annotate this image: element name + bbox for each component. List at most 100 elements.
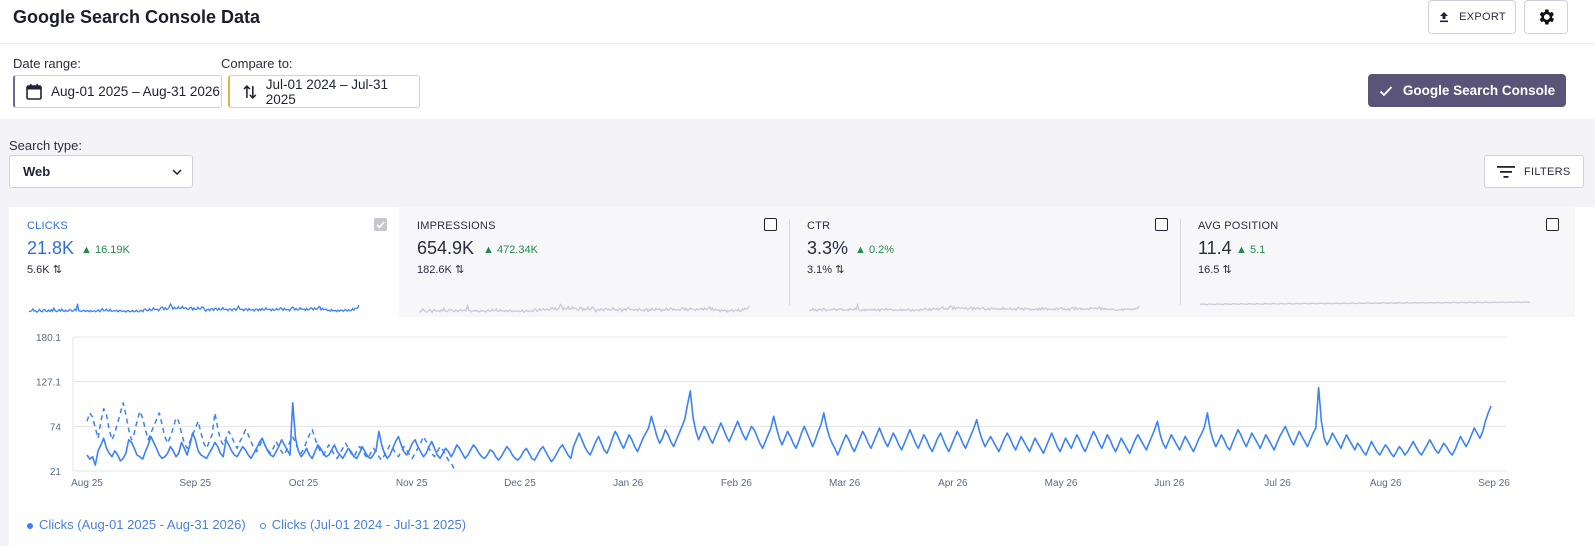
sparkline-clicks [28,302,360,314]
x-tick-label: Jul 26 [1264,478,1291,489]
compare-value: Jul-01 2024 – Jul-31 2025 [265,76,389,107]
metric-delta: ▲ 16.19K [81,244,130,256]
metric-previous-value: 16.5 [1198,264,1220,276]
calendar-icon [26,83,42,100]
metric-value: 654.9K [417,238,475,258]
top-bar: Google Search Console Data EXPORT [0,0,1595,44]
settings-button[interactable] [1524,0,1568,34]
metric-checkbox[interactable] [1546,218,1559,231]
series-line-current [86,386,1492,466]
metric-previous-value: 3.1% [807,264,833,276]
metrics-panel: CLICKS 21.8K ▲ 16.19K 5.6K ⇅ IMPRESSIONS… [9,207,1595,546]
metric-card-clicks[interactable]: CLICKS 21.8K ▲ 16.19K 5.6K ⇅ [9,207,399,317]
legend-item-previous[interactable]: Clicks (Jul-01 2024 - Jul-31 2025) [259,517,467,532]
compare-picker[interactable]: Jul-01 2024 – Jul-31 2025 [228,75,420,108]
sparkline-avg-position [1199,301,1531,306]
x-tick-label: Sep 26 [1478,478,1510,489]
metric-name: IMPRESSIONS [417,220,496,232]
x-tick-label: Apr 26 [938,478,968,489]
metric-delta: ▲ 0.2% [855,244,895,256]
x-tick-label: Jun 26 [1154,478,1184,489]
metric-value: 3.3% [807,238,849,258]
export-button[interactable]: EXPORT [1428,0,1516,34]
metric-delta-value: 5.1 [1249,244,1266,256]
x-tick-label: Aug 26 [1370,478,1402,489]
clicks-line-chart: 180.1 127.1 74 21 Aug 25 Sep 25 Oct 25 Nov 25 De… [36,333,1510,489]
legend-label: Clicks (Aug-01 2025 - Aug-31 2026) [39,517,246,532]
date-range-value: Aug-01 2025 – Aug-31 2026 [51,84,220,99]
chart-legend: Clicks (Aug-01 2025 - Aug-31 2026) Click… [27,517,466,532]
legend-dot-icon [27,522,33,529]
legend-label: Clicks (Jul-01 2024 - Jul-31 2025) [271,517,467,532]
filters-label: FILTERS [1524,165,1571,178]
page-title: Google Search Console Data [13,7,261,27]
x-tick-label: Mar 26 [829,478,861,489]
metric-previous-value: 182.6K [417,264,452,276]
metric-name: CTR [807,220,831,232]
x-tick-label: Nov 25 [396,478,428,489]
metric-value: 11.4 [1198,238,1232,258]
metric-delta-value: 472.34K [496,244,538,256]
check-icon [376,221,385,229]
y-tick-label: 180.1 [36,333,61,344]
metric-value: 21.8K [27,238,75,258]
filters-button[interactable]: FILTERS [1484,155,1584,188]
metric-delta: ▲ 5.1 [1236,244,1266,256]
compare-label: Compare to: [221,56,293,71]
sparkline-path [28,302,360,314]
x-tick-label: Sep 25 [179,478,211,489]
metric-previous: 16.5 ⇅ [1198,263,1232,276]
x-tick-label: May 26 [1045,478,1078,489]
filter-icon [1497,165,1515,178]
legend-item-current[interactable]: Clicks (Aug-01 2025 - Aug-31 2026) [27,517,246,532]
metric-card-impressions[interactable]: IMPRESSIONS 654.9K ▲ 472.34K 182.6K ⇅ [399,207,790,317]
date-controls: Date range: Aug-01 2025 – Aug-31 2026 Co… [0,45,1595,119]
sparkline-path [808,302,1140,313]
y-tick-label: 74 [50,422,62,433]
compare-arrows-icon: ⇅ [1222,264,1232,276]
check-icon [1379,85,1393,96]
metric-previous: 3.1% ⇅ [807,263,844,276]
sparkline-path [419,303,750,314]
swap-vertical-icon [243,84,257,99]
metric-delta-value: 0.2% [868,244,895,256]
x-tick-label: Dec 25 [504,478,536,489]
divider [789,219,790,305]
metric-previous: 182.6K ⇅ [417,263,464,276]
sparkline-impressions [419,303,750,314]
metric-card-ctr[interactable]: CTR 3.3% ▲ 0.2% 3.1% ⇅ [789,207,1180,317]
x-tick-label: Jan 26 [613,478,643,489]
upload-icon [1440,12,1449,23]
search-type-value: Web [23,164,51,179]
search-type-select[interactable]: Web [9,155,193,188]
metric-card-avg-position[interactable]: AVG POSITION 11.4 ▲ 5.1 16.5 ⇅ [1180,207,1575,317]
metric-name: CLICKS [27,220,68,232]
gsc-button-label: Google Search Console [1402,83,1556,98]
series-line-previous [86,402,455,469]
export-label: EXPORT [1459,11,1506,23]
google-search-console-button[interactable]: Google Search Console [1368,74,1566,107]
compare-arrows-icon: ⇅ [454,264,465,276]
x-tick-label: Aug 25 [71,478,103,489]
metric-previous-value: 5.6K [27,264,50,276]
metric-name: AVG POSITION [1198,220,1279,232]
x-tick-label: Feb 26 [721,478,753,489]
metric-delta: ▲ 472.34K [483,244,538,256]
metric-checkbox[interactable] [764,218,777,231]
search-type-label: Search type: [9,138,82,153]
metric-previous: 5.6K ⇅ [27,263,62,276]
chevron-down-icon [172,168,182,175]
sparkline-ctr [808,302,1140,313]
y-tick-label: 127.1 [36,378,61,389]
compare-arrows-icon: ⇅ [835,264,845,276]
gear-icon [1539,9,1554,25]
sparkline-path [1199,301,1531,306]
metric-checkbox[interactable] [1155,218,1168,231]
date-range-label: Date range: [13,56,81,71]
legend-dot-icon [259,522,266,529]
metric-checkbox[interactable] [374,218,387,231]
divider [1180,219,1181,305]
x-tick-label: Oct 25 [289,478,319,489]
compare-arrows-icon: ⇅ [52,264,62,276]
date-range-picker[interactable]: Aug-01 2025 – Aug-31 2026 [13,75,222,108]
